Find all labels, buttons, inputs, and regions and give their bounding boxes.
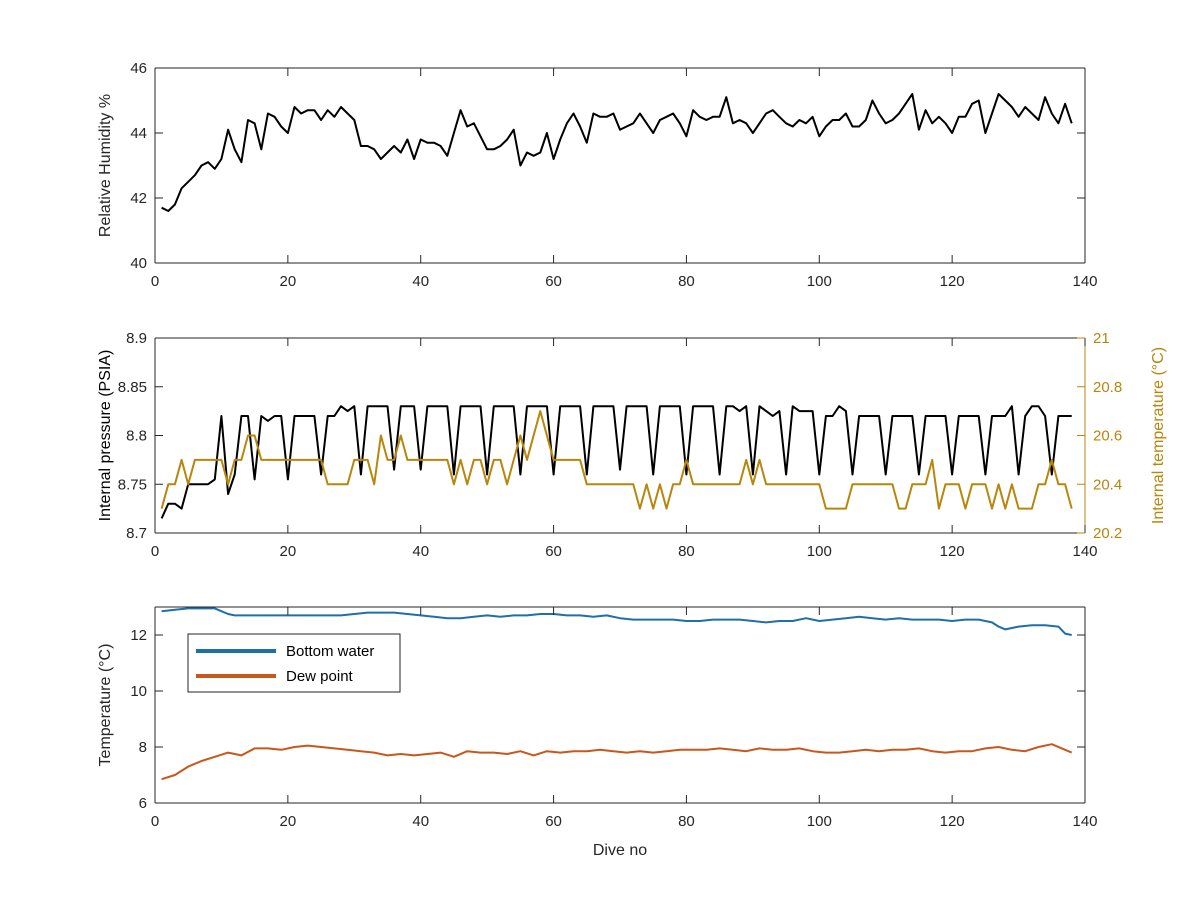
legend-label-dew-point: Dew point [286,668,354,685]
x-tick-label: 140 [1072,813,1097,830]
y-tick-label: 42 [130,190,147,207]
y-tick-label: 10 [130,683,147,700]
series-line-dew-point [161,743,1073,781]
x-tick-label: 120 [940,813,965,830]
y-tick-label: 8.85 [118,379,147,396]
subplot-pressure: 0 20 40 60 80 100 120 140 8.7 8.75 8.8 8.85 8.9 20.2 2… [97,330,1167,560]
y2-axis-label: Internal temperature (°C) [1150,347,1167,524]
subplot-humidity: 0 20 40 60 80 100 120 140 40 42 44 46 Relative Humid… [97,60,1098,290]
series-group [161,607,1073,781]
y-tick-label: 40 [130,255,147,272]
series-line-main-0 [161,93,1073,212]
y2-tick-label: 20.2 [1093,525,1122,542]
series-line-left-0 [160,405,1072,519]
y-tick-label: 44 [130,125,147,142]
legend: Bottom water Dew point [187,633,401,693]
y-tick-label: 8.7 [126,525,147,542]
x-tick-label: 60 [545,813,562,830]
y2-tick-label: 21 [1093,330,1110,347]
x-tick-label: 100 [807,813,832,830]
x-tick-label: 100 [807,273,832,290]
x-tick-label: 120 [940,273,965,290]
x-tick-label: 20 [280,543,297,560]
x-tick-label: 0 [151,543,159,560]
x-tick-label: 40 [412,273,429,290]
x-tick-label: 20 [280,813,297,830]
legend-label-bottom-water: Bottom water [286,643,374,660]
x-tick-label: 40 [412,813,429,830]
y-axis-label: Temperature (°C) [97,644,114,767]
x-tick-label: 80 [678,813,695,830]
x-tick-label: 80 [678,273,695,290]
x-tick-label: 40 [412,543,429,560]
y-axis-label: Relative Humidity % [97,94,114,237]
x-axis-label: Dive no [593,842,647,859]
subplot-temperature: 0 20 40 60 80 100 120 140 6 8 10 12 Temperature (°C)… [97,606,1098,859]
x-tick-label: 140 [1072,273,1097,290]
legend-box [187,633,401,693]
y-tick-label: 8.75 [118,476,147,493]
y-tick-label: 8.8 [126,428,147,445]
x-tick-label: 80 [678,543,695,560]
y2-tick-label: 20.8 [1093,379,1122,396]
x-tick-label: 120 [940,543,965,560]
y-tick-label: 12 [130,627,147,644]
series-group [161,93,1073,212]
y-tick-label: 8.9 [126,330,147,347]
y-tick-label: 6 [139,795,147,812]
x-tick-label: 0 [151,813,159,830]
x-tick-label: 20 [280,273,297,290]
y2-tick-label: 20.4 [1093,476,1122,493]
x-tick-label: 100 [807,543,832,560]
series-group [160,405,1073,519]
y-axis-label: Internal pressure (PSIA) [97,350,114,522]
series-line-bottom-water [161,607,1072,636]
x-tick-label: 60 [545,273,562,290]
y-tick-label: 8 [139,739,147,756]
x-tick-label: 140 [1072,543,1097,560]
y-tick-label: 46 [130,60,147,77]
x-tick-label: 0 [151,273,159,290]
series-line-right-1 [160,410,1073,510]
x-tick-label: 60 [545,543,562,560]
y2-tick-label: 20.6 [1093,428,1122,445]
